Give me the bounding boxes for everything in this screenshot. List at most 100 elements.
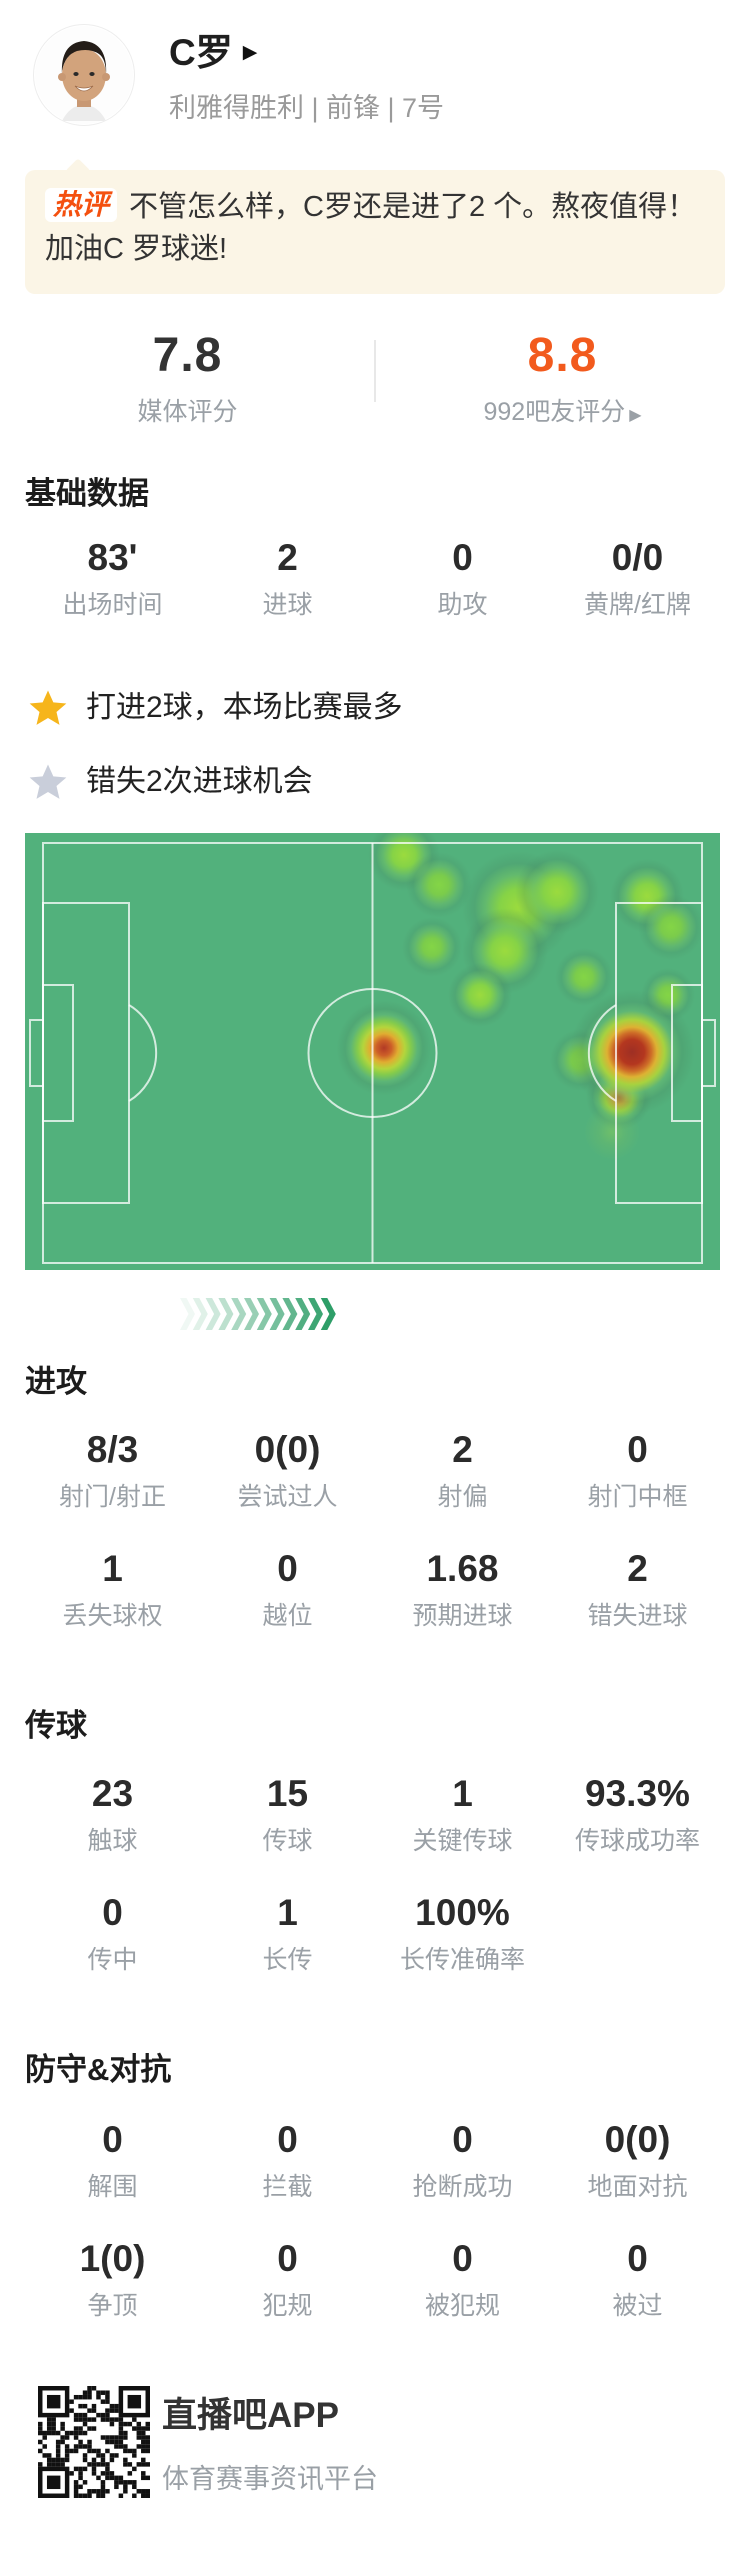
stat-label: 解围 [87,2172,138,2201]
highlight-item-missed: 错失2次进球机会 [28,762,313,802]
stat-label: 出场时间 [62,590,163,619]
stat-value: 2 [452,1429,473,1470]
section-title-basic: 基础数据 [25,476,149,511]
stat-value: 100% [415,1892,510,1934]
stat-label: 传球成功率 [574,1826,700,1855]
stat-进球: 2 进球 [200,537,375,619]
player-avatar [33,24,135,126]
stat-value: 2 [627,1548,648,1590]
stats-grid-attack: 8/3 射门/射正 0(0) 尝试过人 2 射偏 0 射门中框 1 丢失球权 0 越位 1.68 预期进球… [25,1429,725,1630]
stat-label: 触球 [87,1826,138,1855]
chevron-icon [192,1298,208,1330]
stat-射门中框: 0 射门中框 [550,1429,725,1511]
stat-触球: 23 触球 [25,1773,200,1855]
heat-spot [584,1104,641,1161]
player-name-row[interactable]: C罗 ▶ [169,34,444,71]
chevron-icon [308,1298,323,1330]
stat-被过: 0 被过 [550,2238,725,2320]
stat-label: 拦截 [262,2172,313,2201]
stat-value: 2 [277,537,298,578]
stat-label: 抢断成功 [412,2172,513,2201]
stat-label: 争顶 [87,2291,138,2320]
stat-label: 射偏 [437,1482,488,1511]
stat-label: 地面对抗 [587,2172,688,2201]
stat-争顶: 1(0) 争顶 [25,2238,200,2320]
stat-解围: 0 解围 [25,2119,200,2201]
stat-value: 93.3% [585,1773,690,1814]
stat-value: 1 [277,1892,298,1934]
stat-label: 长传 [262,1945,313,1974]
stat-抢断成功: 0 抢断成功 [375,2119,550,2201]
stat-label: 助攻 [437,590,488,619]
stat-越位: 0 越位 [200,1548,375,1630]
stat-label: 尝试过人 [237,1482,338,1511]
stat-label: 进球 [262,590,313,619]
stat-长传: 1 长传 [200,1892,375,1974]
chevron-icon [320,1298,336,1330]
chevron-icon [269,1298,285,1330]
section-title-defense: 防守&对抗 [25,2052,172,2087]
stat-关键传球: 1 关键传球 [375,1773,550,1855]
stat-value: 1 [102,1548,123,1590]
stat-长传准确率: 100% 长传准确率 [375,1892,550,1974]
stat-地面对抗: 0(0) 地面对抗 [550,2119,725,2201]
chevron-icon [282,1298,298,1330]
stat-label: 犯规 [262,2291,313,2320]
stat-label: 长传准确率 [399,1945,525,1974]
ratings-divider [374,340,376,402]
player-header: C罗 ▶ 利雅得胜利 | 前锋 | 7号 [33,24,444,126]
avatar-portrait-icon [35,26,133,124]
stat-助攻: 0 助攻 [375,537,550,619]
heat-spot [401,916,462,977]
stat-射偏: 2 射偏 [375,1429,550,1511]
stat-value: 23 [91,1773,134,1814]
stat-传球: 15 传球 [200,1773,375,1855]
footer-qr-code [38,2386,150,2498]
heatmap-spots [25,833,720,1270]
stat-被犯规: 0 被犯规 [375,2238,550,2320]
stat-value: 83' [87,537,138,578]
stat-label: 被犯规 [424,2291,500,2320]
stats-grid-passing: 23 触球 15 传球 1 关键传球 93.3% 传球成功率 0 传中 1 长传 100% 长传准确率 [25,1773,725,1974]
highlight-text: 打进2球，本场比赛最多 [86,691,403,724]
stat-label: 传球 [262,1826,313,1855]
stat-value: 1(0) [79,2238,146,2280]
heat-spot [336,1000,432,1096]
stats-grid-basic: 83' 出场时间 2 进球 0 助攻 0/0 黄牌/红牌 [25,537,725,619]
stat-label: 传中 [87,1945,138,1974]
stat-犯规: 0 犯规 [200,2238,375,2320]
media-rating-label: 媒体评分 [137,398,238,426]
stat-value: 0 [277,1548,298,1590]
stat-label: 黄牌/红牌 [584,590,691,619]
fans-rating-label-row: 992吧友评分 ▶ [375,400,750,425]
heatmap-field [25,833,720,1270]
stat-拦截: 0 拦截 [200,2119,375,2201]
chevron-icon [231,1298,247,1330]
stat-value: 0 [627,2238,648,2280]
stat-value: 8/3 [86,1429,139,1470]
stat-value: 0 [277,2119,298,2160]
hot-comment-text: 不管怎么样，C罗还是进了2 个。熬夜值得！加油C 罗球迷! [45,191,697,265]
stat-出场时间: 83' 出场时间 [25,537,200,619]
stat-value: 0 [452,2119,473,2160]
stats-grid-defense: 0 解围 0 拦截 0 抢断成功 0(0) 地面对抗 1(0) 争顶 0 犯规 0 被犯规 0 被过 [25,2119,725,2320]
stat-value: 1 [452,1773,473,1814]
heat-spot [448,962,513,1027]
fans-rating-label: 992吧友评分 [483,398,626,426]
fans-rating-value: 8.8 [527,329,598,382]
stat-value: 0 [102,1892,123,1934]
hot-comment-box: 热评 不管怎么样，C罗还是进了2 个。熬夜值得！加油C 罗球迷! [25,170,725,294]
star-gold-icon [29,690,67,725]
stat-尝试过人: 0(0) 尝试过人 [200,1429,375,1511]
heat-spot [405,852,472,919]
stat-value: 0/0 [611,537,664,578]
player-expand-arrow-icon: ▶ [242,42,258,63]
stat-错失进球: 2 错失进球 [550,1548,725,1630]
stat-label: 射门中框 [587,1482,688,1511]
stat-value: 0 [102,2119,123,2160]
fans-rating[interactable]: 8.8 992吧友评分 ▶ [375,332,750,425]
stat-label: 越位 [262,1601,313,1630]
star-gray-icon [29,764,67,799]
stat-value: 0 [452,537,473,578]
section-title-attack: 进攻 [25,1364,87,1399]
